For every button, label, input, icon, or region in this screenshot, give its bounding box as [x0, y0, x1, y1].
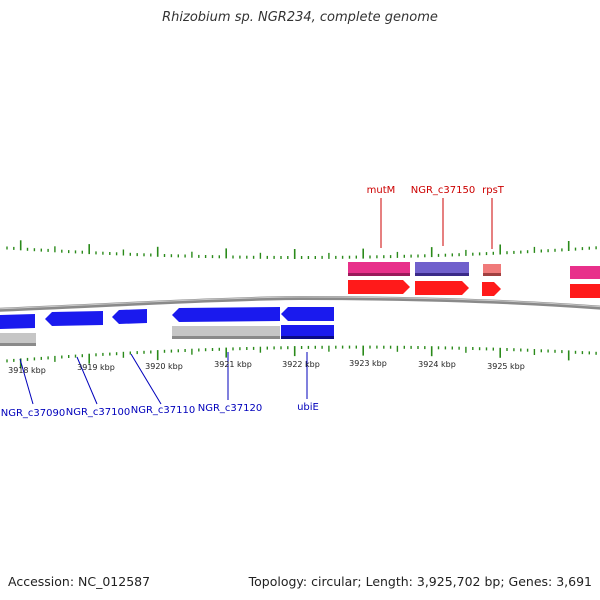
- NGR_c37120-label[interactable]: NGR_c37120: [198, 403, 263, 414]
- grey-feature-left-shade: [0, 343, 36, 346]
- mutM-label[interactable]: mutM: [367, 185, 396, 196]
- grey-feature-middle[interactable]: [172, 326, 280, 339]
- accession-text: Accession: NC_012587: [8, 574, 151, 589]
- rpsT-feature-shade: [483, 273, 501, 276]
- ruler-label: 3922 kbp: [282, 360, 320, 369]
- ubiE-gene[interactable]: [281, 307, 334, 321]
- NGR_c37100-leader: [76, 356, 98, 405]
- NGR_c37150-feature-shade: [415, 273, 469, 276]
- NGR_c37110-label[interactable]: NGR_c37110: [131, 405, 196, 416]
- ruler-label: 3918 kbp: [8, 366, 46, 375]
- NGR_c37110-leader: [130, 353, 162, 405]
- rpsT-gene[interactable]: [482, 282, 501, 296]
- ubiE-feature[interactable]: [281, 325, 334, 339]
- ruler-label: 3925 kbp: [487, 362, 525, 371]
- NGR_c37100-gene[interactable]: [45, 311, 103, 326]
- edge-gene-right[interactable]: [570, 284, 600, 298]
- genome-backbone-highlight: [0, 296, 600, 310]
- ubiE-feature-shade: [281, 336, 334, 339]
- mutM-gene[interactable]: [348, 280, 410, 294]
- bottom-features: NGR_c37090 NGR_c37100 NGR_c37110 NGR_c37…: [0, 307, 334, 419]
- ruler-label: 3924 kbp: [418, 360, 456, 369]
- edge-feature-right[interactable]: [570, 266, 600, 279]
- genome-backbone: [0, 295, 600, 312]
- NGR_c37110-gene[interactable]: [112, 309, 147, 324]
- ruler-label: 3920 kbp: [145, 362, 183, 371]
- bottom-tick-marks: [6, 345, 597, 369]
- grey-feature-left[interactable]: [0, 333, 36, 346]
- genome-title: Rhizobium sp. NGR234, complete genome: [162, 10, 438, 25]
- rpsT-label[interactable]: rpsT: [482, 185, 505, 196]
- mutM-feature[interactable]: [348, 262, 410, 276]
- NGR_c37120-gene[interactable]: [172, 307, 280, 322]
- NGR_c37150-gene[interactable]: [415, 281, 469, 295]
- NGR_c37090-gene[interactable]: [0, 314, 35, 329]
- top-tick-marks: [6, 240, 597, 259]
- ruler-labels: 3918 kbp 3919 kbp 3920 kbp 3921 kbp 3922…: [8, 359, 525, 375]
- NGR_c37150-feature[interactable]: [415, 262, 469, 276]
- mutM-feature-shade: [348, 273, 410, 276]
- NGR_c37090-leader: [19, 358, 34, 405]
- grey-feature-middle-shade: [172, 336, 280, 339]
- NGR_c37150-label[interactable]: NGR_c37150: [411, 185, 476, 196]
- ruler-label: 3919 kbp: [77, 363, 115, 372]
- genome-stats-text: Topology: circular; Length: 3,925,702 bp…: [248, 574, 592, 589]
- ruler-label: 3923 kbp: [349, 359, 387, 368]
- ruler-label: 3921 kbp: [214, 360, 252, 369]
- top-features: mutM NGR_c37150 rpsT: [348, 185, 600, 298]
- NGR_c37100-label[interactable]: NGR_c37100: [66, 407, 131, 418]
- NGR_c37090-label[interactable]: NGR_c37090: [1, 408, 66, 419]
- ubiE-label[interactable]: ubiE: [297, 402, 319, 413]
